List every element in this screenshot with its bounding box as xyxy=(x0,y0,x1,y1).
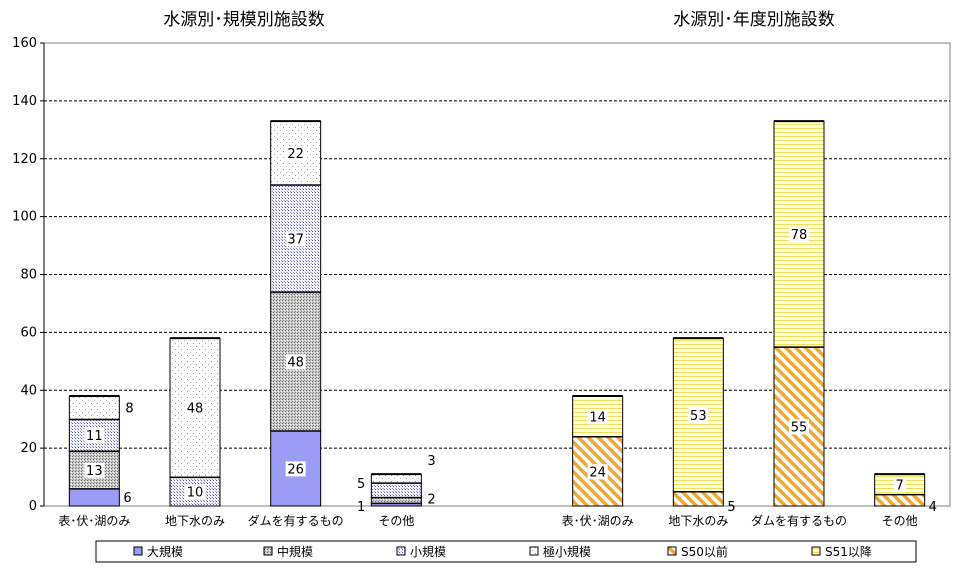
legend-label: S51以降 xyxy=(825,545,872,559)
y-tick-label: 140 xyxy=(12,94,37,109)
legend-swatch xyxy=(811,546,821,556)
data-label: 78 xyxy=(791,228,808,243)
data-label-bg xyxy=(84,428,105,444)
legend-swatch xyxy=(529,546,539,556)
y-tick-label: 100 xyxy=(12,210,37,225)
data-label-bg xyxy=(789,226,809,242)
data-label-bg xyxy=(285,231,306,247)
legend xyxy=(95,540,917,563)
y-tick-label: 20 xyxy=(20,441,37,456)
data-label: 10 xyxy=(187,486,204,501)
data-label: 3 xyxy=(427,454,435,469)
data-label: 14 xyxy=(589,410,606,425)
y-tick-label: 0 xyxy=(29,499,37,514)
legend-swatch xyxy=(396,546,406,556)
data-label-bg xyxy=(789,419,809,435)
legend-label: 小規模 xyxy=(410,544,446,559)
legend-label: 中規模 xyxy=(277,544,313,559)
data-label-bg xyxy=(285,145,306,161)
x-tick-label: 地下水のみ xyxy=(165,514,225,528)
chart-title-right: 水源別･年度別施設数 xyxy=(673,10,835,30)
data-label: 11 xyxy=(86,429,103,444)
data-label-bg xyxy=(688,407,709,423)
data-label: 8 xyxy=(125,402,133,417)
bar-segment xyxy=(370,482,422,498)
bar-segment xyxy=(874,493,926,507)
y-tick-label: 160 xyxy=(12,36,37,51)
data-label: 48 xyxy=(287,355,304,370)
y-axis: 0 20 40 60 80 100 120 140 160 xyxy=(12,36,45,514)
data-label: 55 xyxy=(791,420,808,435)
data-label: 48 xyxy=(187,402,204,417)
legend-swatch xyxy=(667,546,677,556)
x-axis-labels: 表･伏･湖のみ 地下水のみ ダムを有するもの その他 表･伏･湖のみ 地下水のみ ダムを有す… xyxy=(58,513,917,528)
data-label: 26 xyxy=(287,462,304,477)
legend-swatch xyxy=(263,546,273,556)
legend-label: S50以前 xyxy=(681,544,728,559)
data-label: 6 xyxy=(123,491,131,506)
x-tick-label: ダムを有するもの xyxy=(751,513,847,528)
data-label: 2 xyxy=(427,492,435,507)
y-tick-label: 120 xyxy=(12,152,37,167)
data-label: 4 xyxy=(929,500,937,515)
x-tick-label: 地下水のみ xyxy=(668,514,728,528)
data-label-bg xyxy=(84,462,105,478)
data-label: 1 xyxy=(357,500,365,515)
data-label: 5 xyxy=(727,500,735,515)
data-label: 53 xyxy=(690,409,707,424)
data-label: 13 xyxy=(86,464,103,479)
bar-segment xyxy=(68,488,120,507)
data-label-bg xyxy=(285,461,306,477)
y-tick-label: 80 xyxy=(20,268,37,283)
x-tick-label: 表･伏･湖のみ xyxy=(562,513,634,528)
x-tick-label: その他 xyxy=(378,514,414,528)
y-tick-label: 60 xyxy=(20,325,37,340)
data-label: 22 xyxy=(287,147,304,162)
bar-segment xyxy=(672,491,724,507)
y-tick-label: 40 xyxy=(20,383,37,398)
data-label-bg xyxy=(893,477,906,493)
bar-segment xyxy=(68,395,120,420)
legend-label: 極小規模 xyxy=(543,544,591,559)
legend-swatch xyxy=(133,546,143,556)
bar-segment xyxy=(370,473,422,484)
data-label-bg xyxy=(185,484,205,500)
data-label-bg xyxy=(185,400,205,416)
legend-label: 大規模 xyxy=(147,544,183,559)
data-label-bg xyxy=(587,409,608,425)
data-label-bg xyxy=(285,354,306,370)
chart-title-left: 水源別･規模別施設数 xyxy=(163,10,325,30)
data-label: 5 xyxy=(357,477,365,492)
data-label: 7 xyxy=(896,478,904,493)
data-label: 37 xyxy=(287,232,304,247)
data-label: 24 xyxy=(589,465,606,480)
x-tick-label: ダムを有するもの xyxy=(248,513,344,528)
x-tick-label: その他 xyxy=(882,514,918,528)
x-tick-label: 表･伏･湖のみ xyxy=(58,513,130,528)
data-label-bg xyxy=(587,464,608,480)
